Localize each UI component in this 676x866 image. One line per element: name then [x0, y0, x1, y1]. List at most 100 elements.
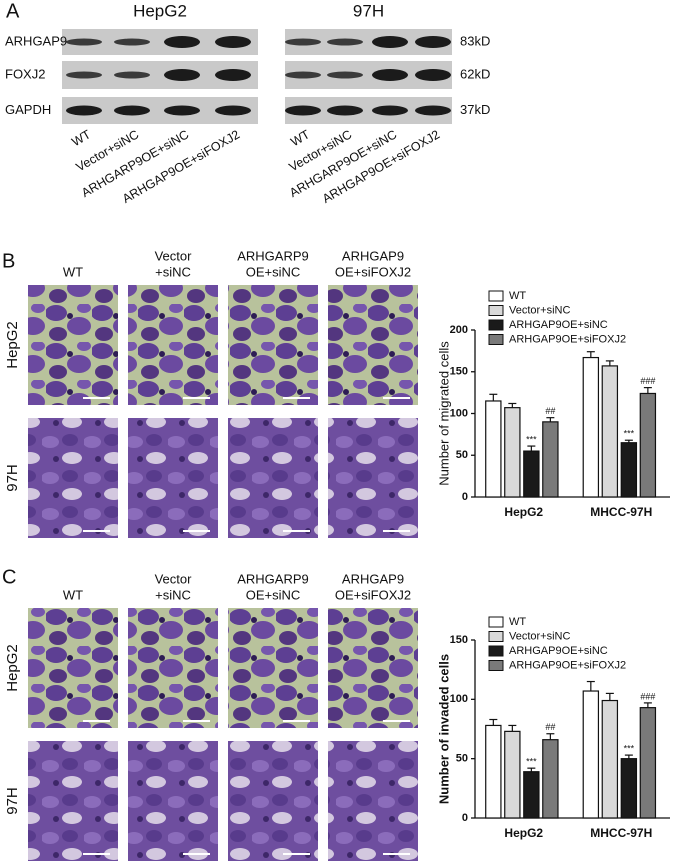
column-header: WT — [63, 264, 83, 279]
significance-label: ## — [545, 406, 555, 416]
band — [327, 71, 363, 79]
bar — [523, 771, 540, 819]
y-tick-label: 100 — [450, 407, 468, 419]
legend-label: ARHGAP9OE+siNC — [509, 319, 608, 331]
column-header: OE+siNC — [246, 264, 301, 279]
lane-label: WT — [69, 127, 93, 149]
band — [164, 69, 200, 81]
significance-label: ### — [640, 376, 655, 386]
column-header: ARHGAP9 — [342, 248, 404, 263]
row-label: 97H — [4, 787, 21, 815]
legend-swatch — [488, 334, 504, 345]
y-axis-label: Number of migrated cells — [436, 341, 451, 486]
column-header: OE+siFOXJ2 — [335, 264, 411, 279]
micrograph — [28, 608, 118, 728]
band — [372, 69, 408, 81]
bar — [542, 739, 559, 819]
bar — [504, 730, 521, 819]
x-tick-label: HepG2 — [504, 826, 543, 840]
y-tick-label: 50 — [456, 753, 468, 765]
legend-swatch — [488, 660, 504, 671]
legend-swatch — [488, 319, 504, 331]
bar — [504, 407, 521, 498]
bar — [601, 699, 619, 819]
protein-label: GAPDH — [5, 102, 51, 117]
band — [215, 36, 251, 48]
column-header: OE+siNC — [246, 587, 301, 602]
micrograph — [328, 608, 418, 728]
bar — [639, 392, 657, 498]
band — [285, 105, 321, 116]
bar — [485, 724, 502, 819]
band — [114, 71, 150, 79]
row-label: HepG2 — [4, 321, 21, 369]
cell-line-label: 97H — [353, 1, 384, 20]
bar — [582, 690, 600, 819]
band — [415, 105, 451, 116]
column-header: +siNC — [155, 587, 191, 602]
band — [215, 105, 251, 116]
panel-label: A — [6, 0, 20, 22]
significance-label: ### — [640, 691, 655, 701]
y-tick-label: 100 — [450, 693, 468, 705]
x-tick-label: MHCC-97H — [590, 826, 652, 840]
micrograph — [228, 418, 318, 538]
band — [415, 69, 451, 81]
x-tick-label: MHCC-97H — [590, 505, 652, 519]
bar — [582, 356, 600, 498]
bar — [639, 707, 657, 819]
bar — [542, 421, 559, 498]
y-axis-label: Number of invaded cells — [436, 654, 451, 804]
column-header: Vector — [155, 248, 193, 263]
band — [285, 71, 321, 79]
panel-label: B — [2, 250, 15, 272]
significance-label: *** — [526, 757, 537, 767]
protein-label: FOXJ2 — [5, 66, 45, 81]
band — [327, 105, 363, 116]
micrograph — [28, 418, 118, 538]
legend-swatch — [488, 645, 504, 657]
band — [372, 36, 408, 48]
micrograph — [328, 285, 418, 405]
bar — [485, 400, 502, 498]
size-label: 83kD — [460, 33, 490, 48]
column-header: +siNC — [155, 264, 191, 279]
band — [66, 38, 102, 46]
legend-swatch — [488, 631, 504, 642]
micrograph — [128, 418, 218, 538]
x-tick-label: HepG2 — [504, 505, 543, 519]
band — [66, 71, 102, 79]
band — [164, 105, 200, 116]
column-header: ARHGARP9 — [237, 571, 309, 586]
cell-line-label: HepG2 — [133, 1, 187, 20]
legend-swatch — [488, 290, 504, 302]
size-label: 62kD — [460, 66, 490, 81]
band — [66, 105, 102, 116]
column-header: ARHGARP9 — [237, 248, 309, 263]
legend-label: Vector+siNC — [509, 630, 570, 642]
band — [164, 36, 200, 48]
size-label: 37kD — [460, 102, 490, 117]
micrograph — [128, 608, 218, 728]
legend-label: Vector+siNC — [509, 304, 570, 316]
micrograph — [28, 741, 118, 861]
protein-label: ARHGAP9 — [5, 33, 67, 48]
row-label: HepG2 — [4, 644, 21, 692]
micrograph — [128, 285, 218, 405]
lane-label: WT — [288, 127, 312, 149]
micrograph — [328, 418, 418, 538]
significance-label: *** — [624, 429, 635, 439]
micrograph — [228, 608, 318, 728]
legend-label: WT — [509, 616, 526, 628]
bar — [523, 450, 540, 498]
significance-label: ## — [545, 722, 555, 732]
band — [415, 36, 451, 48]
band — [285, 38, 321, 46]
bar — [620, 442, 638, 498]
band — [372, 105, 408, 116]
y-tick-label: 0 — [462, 491, 468, 503]
y-tick-label: 200 — [450, 324, 468, 336]
row-label: 97H — [4, 464, 21, 492]
micrograph — [128, 741, 218, 861]
